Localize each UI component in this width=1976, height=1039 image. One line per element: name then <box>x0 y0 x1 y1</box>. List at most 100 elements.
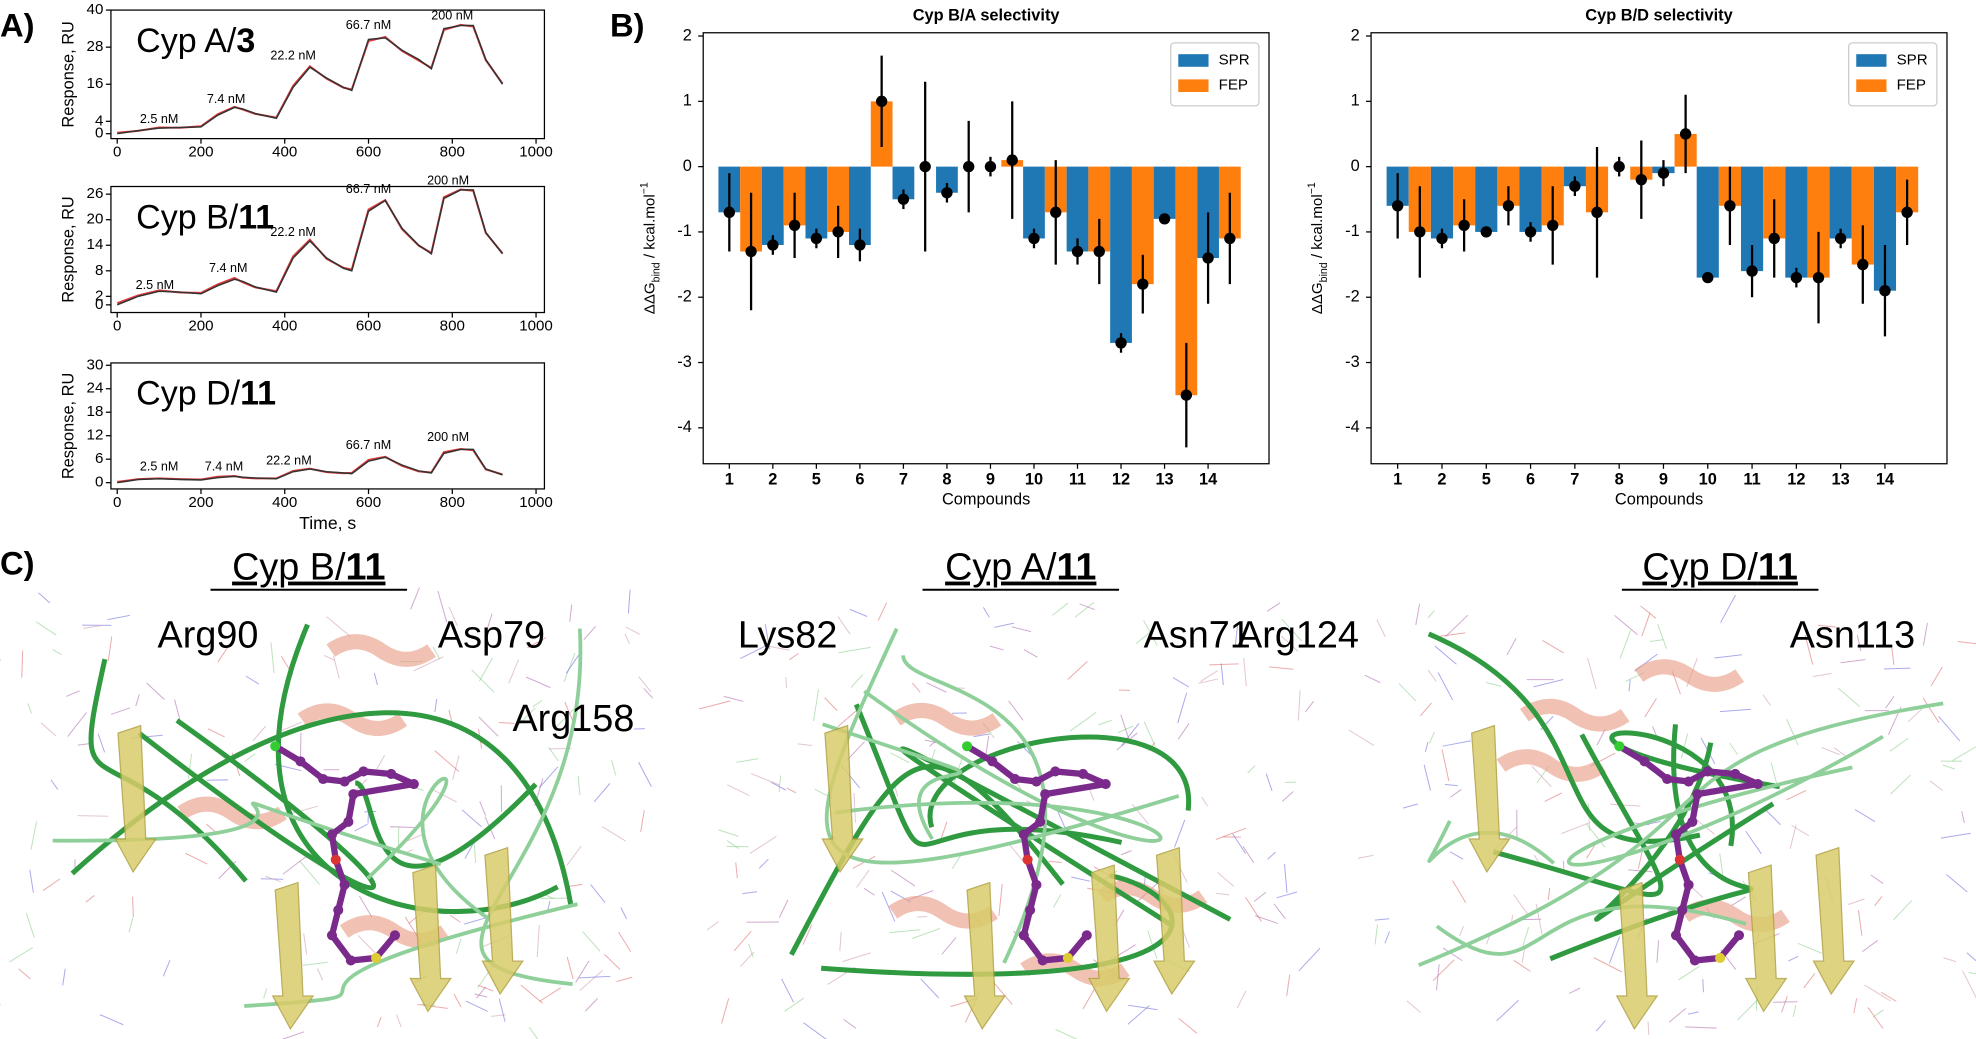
side-chain <box>916 915 928 918</box>
strand <box>409 864 452 1013</box>
side-chain <box>508 659 519 684</box>
y-axis-label: ΔΔGbind / kcal.mol−1 <box>638 182 662 314</box>
x-tick-label: 800 <box>440 317 465 334</box>
side-chain <box>758 858 769 869</box>
ligand-atom <box>1077 768 1089 780</box>
y-tick-label: 40 <box>87 1 104 18</box>
x-tick-label: 400 <box>272 494 297 511</box>
structure-title: Cyp B/11 <box>232 547 385 589</box>
side-chain <box>263 988 268 999</box>
side-chain <box>640 810 645 832</box>
side-chain <box>532 700 543 708</box>
side-chain <box>1864 984 1891 1002</box>
side-chain <box>498 998 506 1022</box>
side-chain <box>1957 640 1976 645</box>
side-chain <box>735 862 738 879</box>
x-tick-label: 2 <box>1437 470 1446 488</box>
side-chain <box>40 722 57 737</box>
side-chain <box>437 590 448 623</box>
side-chain <box>1406 1000 1421 1013</box>
side-chain <box>1773 1001 1798 1003</box>
side-chain <box>1792 1004 1797 1017</box>
strand <box>1812 846 1856 996</box>
side-chain <box>1669 1007 1687 1023</box>
error-point <box>1547 219 1559 232</box>
x-tick-label: 0 <box>113 317 121 334</box>
side-chain <box>1348 729 1375 747</box>
bar <box>1430 166 1454 239</box>
plot-frame <box>1370 32 1948 465</box>
x-tick-label: 600 <box>356 317 381 334</box>
side-chain <box>1286 974 1291 997</box>
residue-label: Arg90 <box>158 615 259 657</box>
error-point <box>1391 200 1404 212</box>
side-chain <box>27 703 32 714</box>
ligand-atom <box>1683 776 1694 787</box>
side-chain <box>326 616 351 637</box>
side-chain <box>1216 892 1230 896</box>
side-chain <box>376 1016 382 1028</box>
side-chain <box>751 773 780 786</box>
ligand-atom <box>1614 741 1625 752</box>
legend-swatch <box>1178 79 1209 92</box>
y-tick-label: -3 <box>1345 353 1360 371</box>
strand <box>821 724 864 873</box>
side-chain <box>1269 666 1294 670</box>
side-chain <box>727 784 750 796</box>
side-chain <box>802 924 813 945</box>
error-point <box>1006 154 1018 166</box>
error-point <box>1480 226 1492 238</box>
side-chain <box>1938 715 1961 742</box>
y-tick-label: 24 <box>87 380 104 397</box>
side-chain <box>1297 690 1301 721</box>
side-chain <box>569 604 573 622</box>
side-chain <box>0 659 2 662</box>
error-point <box>1657 167 1670 179</box>
side-chain <box>538 766 559 788</box>
bar <box>1475 166 1498 232</box>
side-chain <box>1247 765 1256 774</box>
side-chain <box>245 675 260 685</box>
x-axis-label: Compounds <box>1615 491 1703 509</box>
side-chain <box>1762 694 1771 706</box>
side-chain <box>1432 959 1455 982</box>
side-chain <box>62 968 66 986</box>
error-point <box>1613 160 1625 173</box>
side-chain <box>564 701 574 721</box>
side-chain <box>803 1022 827 1039</box>
side-chain <box>853 792 856 823</box>
helix <box>297 703 408 737</box>
ligand-atom <box>1031 776 1042 787</box>
bar <box>936 166 958 193</box>
side-chain <box>1596 728 1606 746</box>
side-chain <box>1786 719 1799 746</box>
ligand-atom <box>408 779 419 790</box>
side-chain <box>748 943 754 958</box>
ligand-atom <box>1031 879 1042 890</box>
side-chain <box>1008 844 1024 862</box>
side-chain <box>1533 679 1564 688</box>
side-chain <box>1439 632 1466 637</box>
side-chain <box>1848 898 1865 905</box>
loop <box>244 902 578 1008</box>
x-tick-label: 9 <box>986 470 995 488</box>
error-point <box>1812 271 1825 284</box>
text-run: 11 <box>238 198 274 236</box>
side-chain <box>374 754 386 773</box>
loop <box>1492 733 1664 897</box>
x-tick-label: 1000 <box>519 494 553 511</box>
side-chain <box>839 931 842 952</box>
plot-frame <box>110 9 546 140</box>
side-chain <box>1415 603 1421 626</box>
concentration-label: 7.4 nM <box>209 261 248 275</box>
side-chain <box>455 938 462 955</box>
loop <box>835 689 1163 843</box>
side-chain <box>323 655 336 661</box>
loop <box>366 776 489 920</box>
side-chain <box>1506 638 1517 656</box>
x-tick-label: 800 <box>440 494 465 511</box>
x-tick-label: 1000 <box>519 143 553 160</box>
side-chain <box>1357 854 1374 859</box>
error-point <box>1569 180 1581 192</box>
side-chain <box>1870 874 1884 884</box>
